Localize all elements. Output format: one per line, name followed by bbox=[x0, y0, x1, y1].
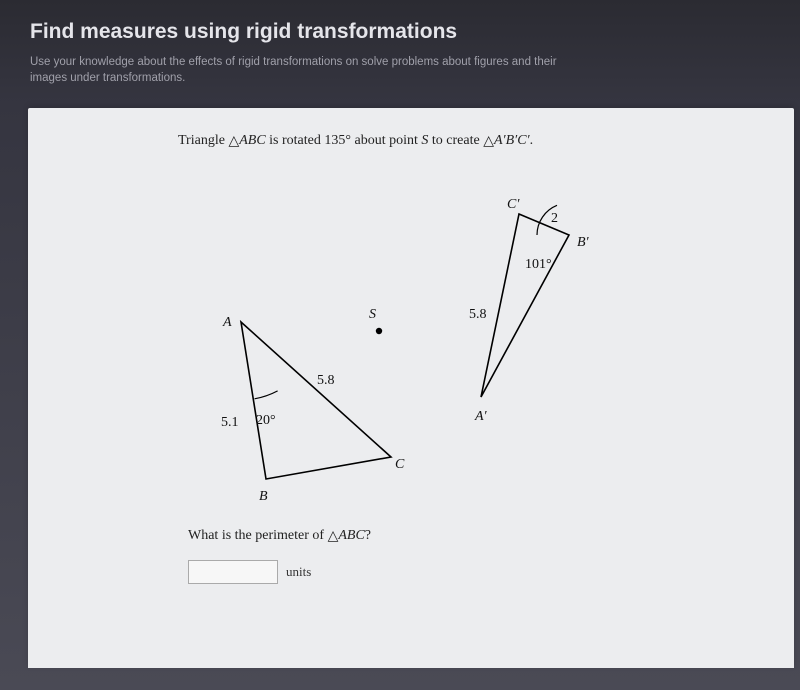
problem-mid2: about point bbox=[351, 133, 421, 148]
label-angle-b-prime: 101° bbox=[525, 257, 552, 273]
problem-suffix: . bbox=[530, 133, 534, 148]
problem-card: Triangle △ABC is rotated 135° about poin… bbox=[28, 108, 794, 668]
label-c: C bbox=[395, 457, 404, 473]
question-suffix: ? bbox=[365, 528, 371, 543]
label-c-prime: C′ bbox=[507, 197, 519, 213]
triangle-prime-shape bbox=[481, 214, 569, 397]
rotation-angle: 135 bbox=[324, 133, 345, 148]
page-subtitle: Use your knowledge about the effects of … bbox=[30, 54, 590, 86]
problem-mid1: is rotated bbox=[266, 133, 325, 148]
problem-statement: Triangle △ABC is rotated 135° about poin… bbox=[58, 132, 784, 149]
triangle-symbol-icon-2: △ bbox=[483, 133, 494, 150]
angle-arc-a bbox=[255, 391, 278, 399]
page-title: Find measures using rigid transformation… bbox=[30, 20, 770, 44]
triangle-abc: ABC bbox=[239, 133, 265, 148]
problem-mid3: to create bbox=[428, 133, 483, 148]
question-prefix: What is the perimeter of bbox=[188, 528, 328, 543]
page-header: Find measures using rigid transformation… bbox=[0, 0, 800, 104]
answer-input[interactable] bbox=[188, 560, 278, 584]
label-side-ca-prime: 5.8 bbox=[469, 307, 487, 323]
label-a: A bbox=[223, 315, 232, 331]
label-angle-a: 20° bbox=[256, 413, 276, 429]
problem-prefix: Triangle bbox=[178, 133, 228, 148]
label-side-ab: 5.1 bbox=[221, 415, 239, 431]
triangle-abc-shape bbox=[241, 322, 391, 479]
answer-row: units bbox=[188, 560, 784, 584]
label-side-cb-prime: 2 bbox=[551, 211, 558, 227]
label-a-prime: A′ bbox=[475, 409, 487, 425]
diagram: A B C 5.8 5.1 20° A′ B′ C′ 2 5.8 101° S bbox=[121, 167, 721, 507]
label-side-ac: 5.8 bbox=[317, 373, 335, 389]
question: What is the perimeter of △ABC? bbox=[188, 527, 784, 544]
triangle-symbol-icon-3: △ bbox=[328, 528, 339, 545]
units-label: units bbox=[286, 564, 311, 580]
question-triangle: ABC bbox=[338, 528, 364, 543]
triangle-aprime: A′B′C′ bbox=[494, 133, 530, 148]
label-s: S bbox=[369, 307, 376, 323]
diagram-svg bbox=[121, 167, 721, 507]
label-b: B bbox=[259, 489, 268, 505]
label-b-prime: B′ bbox=[577, 235, 589, 251]
triangle-symbol-icon: △ bbox=[228, 133, 239, 150]
point-s-dot bbox=[376, 328, 382, 334]
